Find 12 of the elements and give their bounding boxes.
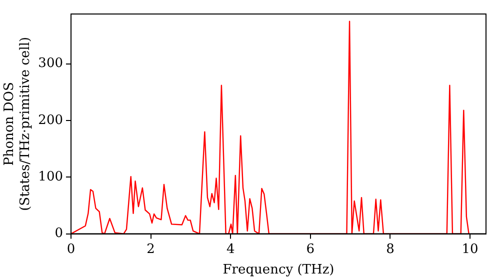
x-tick-label: 4 [226, 242, 235, 257]
x-axis-title: Frequency (THz) [222, 262, 334, 278]
x-tick-label: 2 [146, 242, 155, 257]
y-tick-label: 200 [38, 112, 64, 128]
x-tick-label: 10 [462, 242, 478, 257]
y-tick-label: 300 [38, 56, 64, 72]
y-tick-label: 0 [54, 226, 64, 242]
x-tick-label: 8 [386, 242, 394, 257]
y-axis-title: Phonon DOS (States/THz·primitive cell) [2, 36, 33, 211]
x-tick-label: 0 [66, 242, 76, 257]
y-tick-label: 100 [38, 170, 64, 185]
x-tick-label: 6 [306, 242, 315, 257]
